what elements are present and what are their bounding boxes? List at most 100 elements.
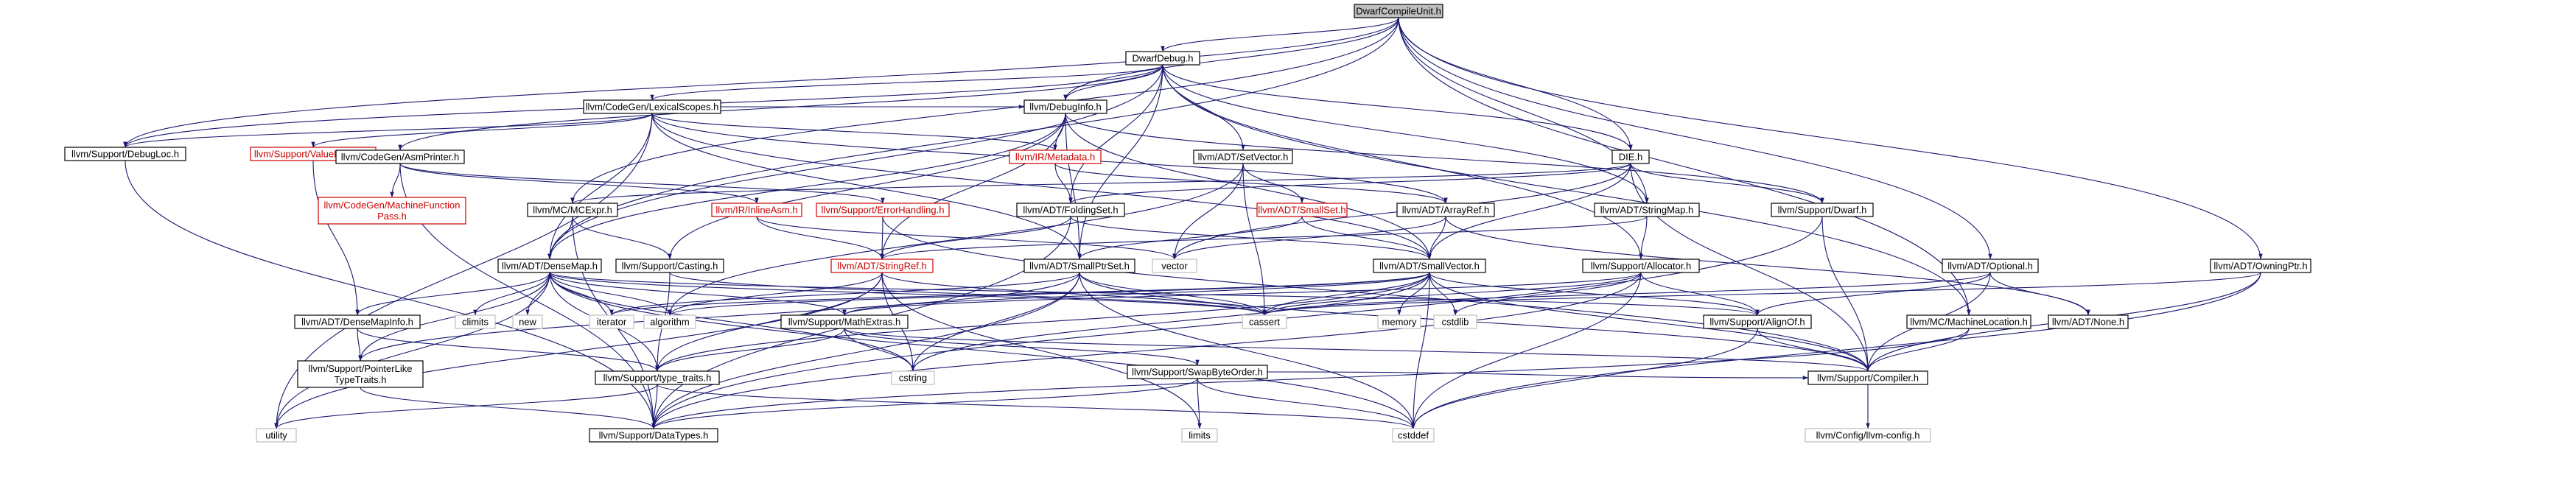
edge-densemapinfo-to-typetraits xyxy=(357,328,659,372)
node-errorhandling[interactable]: llvm/Support/ErrorHandling.h xyxy=(816,203,950,217)
node-optional[interactable]: llvm/ADT/Optional.h xyxy=(1942,258,2039,273)
edge-swapbyteorder-to-cstddef xyxy=(1197,378,1415,429)
node-datatypes[interactable]: llvm/Support/DataTypes.h xyxy=(589,428,718,443)
node-label-mfpass: llvm/CodeGen/MachineFunction xyxy=(324,200,461,211)
edge xyxy=(1068,64,1163,204)
node-mcexpr[interactable]: llvm/MC/MCExpr.h xyxy=(527,203,618,217)
node-label-debuginfo: llvm/DebugInfo.h xyxy=(1029,102,1102,113)
node-label-algorithm: algorithm xyxy=(650,317,689,328)
edge xyxy=(1411,272,1642,429)
edge xyxy=(651,113,1057,151)
node-label-datatypes: llvm/Support/DataTypes.h xyxy=(599,430,709,441)
edge-densemap-to-algorithm xyxy=(549,272,672,316)
edge xyxy=(399,163,759,204)
node-box-compiler xyxy=(1807,370,1928,385)
edge xyxy=(549,272,1760,316)
edge-stringref-to-cassert xyxy=(881,272,1267,316)
edge xyxy=(1397,272,1430,316)
node-dwarfdebug[interactable]: DwarfDebug.h xyxy=(1125,51,1200,66)
edge-smallptrset-to-iterator xyxy=(609,272,1080,316)
edge-arrayref-to-vector xyxy=(1172,216,1446,260)
node-arrayref[interactable]: llvm/ADT/ArrayRef.h xyxy=(1396,203,1495,217)
node-lexicalscopes[interactable]: llvm/CodeGen/LexicalScopes.h xyxy=(583,99,721,114)
node-mdnode[interactable]: llvm/IR/Metadata.h xyxy=(1009,149,1102,164)
node-label-compiler: llvm/Support/Compiler.h xyxy=(1817,373,1919,384)
node-box-smallptrset xyxy=(1023,258,1135,273)
node-box-mdnode xyxy=(1009,149,1102,164)
node-compiler[interactable]: llvm/Support/Compiler.h xyxy=(1807,370,1928,385)
node-die[interactable]: DIE.h xyxy=(1611,149,1650,164)
edge xyxy=(1821,216,1870,372)
edge xyxy=(668,272,1430,316)
edge-mathextras-to-typetraits xyxy=(655,328,845,372)
node-smallset[interactable]: llvm/ADT/SmallSet.h xyxy=(1256,203,1348,217)
node-densemap[interactable]: llvm/ADT/DenseMap.h xyxy=(497,258,602,273)
node-asmprinter[interactable]: llvm/CodeGen/AsmPrinter.h xyxy=(335,149,465,164)
edge-debuginfo-to-smallvector xyxy=(1065,113,1432,260)
node-setvector[interactable]: llvm/ADT/SetVector.h xyxy=(1193,149,1293,164)
node-owningptr[interactable]: llvm/ADT/OwningPtr.h xyxy=(2210,258,2311,273)
edge xyxy=(1262,272,1430,316)
node-label-arrayref: llvm/ADT/ArrayRef.h xyxy=(1402,205,1489,216)
node-label-smallvector: llvm/ADT/SmallVector.h xyxy=(1379,261,1480,272)
node-box-utility xyxy=(256,428,297,443)
edge xyxy=(1242,163,1304,204)
node-foldingset[interactable]: llvm/ADT/FoldingSet.h xyxy=(1016,203,1125,217)
node-llvmconfig: llvm/Config/llvm-config.h xyxy=(1805,428,1931,443)
edge xyxy=(570,17,1399,204)
edge xyxy=(549,272,672,316)
node-box-die xyxy=(1611,149,1650,164)
edge xyxy=(668,113,1066,260)
edge-dwarfdebug-to-densemap xyxy=(547,64,1163,260)
edge-valuehandle-to-densemapinfo xyxy=(312,160,360,316)
node-typetraits[interactable]: llvm/Support/type_traits.h xyxy=(595,370,720,385)
edge xyxy=(882,216,1870,372)
node-densemapinfo[interactable]: llvm/ADT/DenseMapInfo.h xyxy=(294,314,421,329)
edge-allocator-to-cstddef xyxy=(1411,272,1642,429)
node-stringmap[interactable]: llvm/ADT/StringMap.h xyxy=(1594,203,1700,217)
edge-owningptr-to-cstddef xyxy=(1411,272,2261,429)
node-label-memory: memory xyxy=(1382,317,1417,328)
edge-optional-to-none xyxy=(1989,272,2090,316)
node-alignof[interactable]: llvm/Support/AlignOf.h xyxy=(1703,314,1812,329)
edge xyxy=(1077,216,1303,260)
node-supportdwarf[interactable]: llvm/Support/Dwarf.h xyxy=(1771,203,1874,217)
edge xyxy=(651,272,1642,429)
node-stringref[interactable]: llvm/ADT/StringRef.h xyxy=(830,258,934,273)
node-casting[interactable]: llvm/Support/Casting.h xyxy=(615,258,724,273)
edge xyxy=(547,113,1066,260)
node-mathextras[interactable]: llvm/Support/MathExtras.h xyxy=(780,314,909,329)
node-allocator[interactable]: llvm/Support/Allocator.h xyxy=(1582,258,1700,273)
node-box-iterator xyxy=(589,314,634,329)
edge-setvector-to-vector xyxy=(1172,163,1244,260)
node-box-none xyxy=(2048,314,2129,329)
node-none[interactable]: llvm/ADT/None.h xyxy=(2048,314,2129,329)
node-machinelocation[interactable]: llvm/MC/MachineLocation.h xyxy=(1906,314,2031,329)
edge-smallptrset-to-pointerlike xyxy=(358,272,1080,362)
node-inlineasm[interactable]: llvm/IR/InlineAsm.h xyxy=(711,203,802,217)
edge xyxy=(1398,17,1971,316)
edge xyxy=(881,272,1267,316)
edge xyxy=(274,384,658,429)
node-vector: vector xyxy=(1152,258,1197,273)
node-smallptrset[interactable]: llvm/ADT/SmallPtrSet.h xyxy=(1023,258,1135,273)
node-label-supportdwarf: llvm/Support/Dwarf.h xyxy=(1778,205,1867,216)
node-label-casting: llvm/Support/Casting.h xyxy=(622,261,718,272)
node-climits: climits xyxy=(455,314,496,329)
node-new: new xyxy=(512,314,543,329)
edge-root-to-owningptr xyxy=(1398,17,2263,260)
edge xyxy=(842,272,1430,316)
edge xyxy=(844,328,1200,366)
edge xyxy=(1755,272,1991,316)
edge-dwarfdebug-to-foldingset xyxy=(1068,64,1163,204)
node-debuginfo[interactable]: llvm/DebugInfo.h xyxy=(1023,99,1107,114)
edge xyxy=(311,113,653,148)
node-label-pointerlike: llvm/Support/PointerLike xyxy=(309,363,413,374)
node-debugloc[interactable]: llvm/Support/DebugLoc.h xyxy=(64,147,186,161)
node-smallvector[interactable]: llvm/ADT/SmallVector.h xyxy=(1373,258,1486,273)
node-box-cassert xyxy=(1242,314,1287,329)
node-swapbyteorder[interactable]: llvm/Support/SwapByteOrder.h xyxy=(1127,365,1268,379)
node-label-errorhandling: llvm/Support/ErrorHandling.h xyxy=(822,205,945,216)
